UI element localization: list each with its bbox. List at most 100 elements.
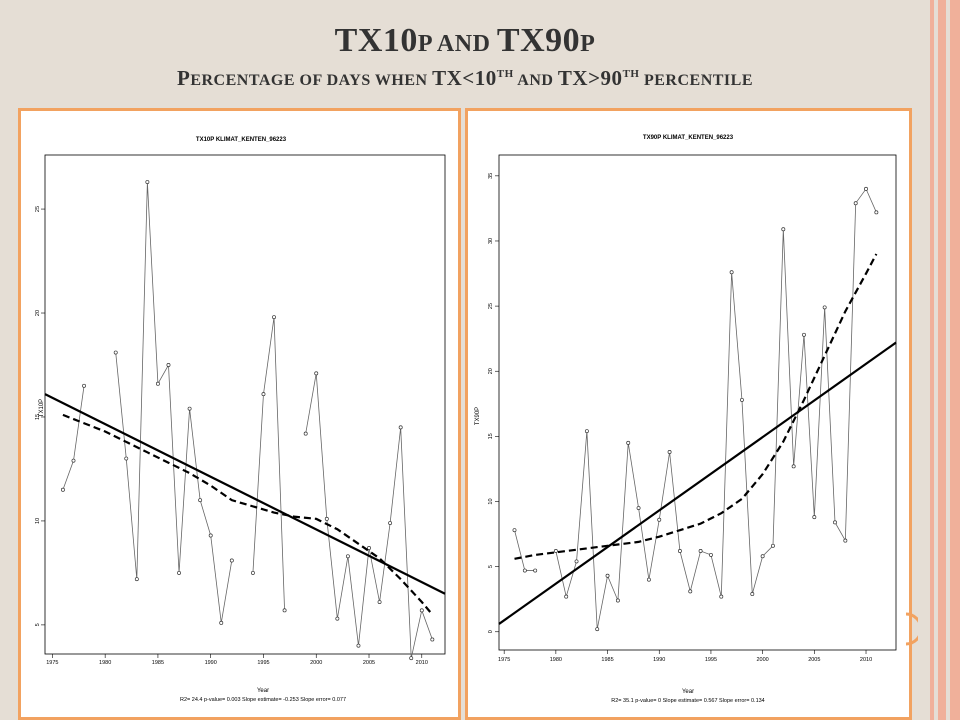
data-point (719, 594, 724, 599)
title-tx90: TX90 (496, 22, 581, 59)
subtitle-end: PERCENTILE (639, 72, 753, 89)
data-point (553, 549, 558, 553)
data-point (677, 549, 682, 553)
y-tick-label: 15 (35, 414, 41, 420)
y-tick-label: 35 (488, 173, 494, 179)
data-point (314, 371, 319, 376)
smooth-line (62, 413, 434, 616)
data-point (564, 594, 569, 599)
data-point (60, 487, 65, 492)
y-axis-label: TX10P (39, 399, 45, 417)
data-point (208, 533, 213, 538)
title-p2: P (580, 31, 596, 57)
data-point (155, 381, 160, 386)
data-point (272, 315, 276, 320)
data-point (740, 397, 744, 402)
y-tick-label: 5 (35, 623, 41, 626)
subtitle-th-2: TH (622, 68, 640, 80)
data-point (605, 573, 610, 578)
data-point (812, 515, 817, 520)
x-tick-label: 1985 (152, 660, 164, 666)
x-tick-label: 1990 (653, 657, 665, 663)
plot-frame (498, 154, 897, 651)
y-tick-label: 10 (488, 498, 494, 504)
data-point (595, 627, 600, 632)
data-point (198, 498, 203, 503)
edge-stripe-inner (950, 0, 960, 720)
data-point (430, 637, 435, 642)
data-point (791, 464, 796, 469)
y-tick-label: 25 (35, 206, 41, 212)
data-point (377, 600, 382, 604)
trend-line (498, 341, 897, 625)
chart-title: TX10P KLIMAT_KENTEN_96223 (196, 137, 287, 143)
data-point (512, 528, 517, 533)
data-point (71, 458, 76, 463)
data-point (760, 554, 765, 559)
data-point (771, 543, 775, 548)
data-point (802, 332, 806, 337)
subtitle-th-1: TH (496, 68, 514, 80)
data-point (657, 517, 662, 522)
x-tick-label: 1995 (257, 660, 269, 666)
data-point (113, 350, 118, 355)
chart-title: TX90P KLIMAT_KENTEN_96223 (643, 135, 734, 141)
data-point (698, 549, 703, 553)
data-point (345, 554, 350, 559)
data-point (615, 598, 620, 603)
series-line (62, 385, 85, 490)
title-p1: P (417, 31, 432, 57)
x-tick-label: 1990 (205, 660, 217, 666)
data-point (688, 589, 693, 594)
data-point (335, 616, 340, 621)
subtitle-and: AND (513, 72, 558, 89)
data-point (667, 450, 672, 454)
series-line (305, 373, 433, 659)
data-point (229, 558, 234, 563)
x-tick-label: 1985 (601, 657, 613, 663)
series-line (115, 182, 233, 623)
chart-panel-tx10p: TX10P KLIMAT_KENTEN_96223 Year TX10P R2=… (18, 108, 461, 720)
subtitle-tx-lt: TX<10 (432, 66, 497, 90)
data-point (388, 521, 393, 525)
data-point (177, 570, 181, 575)
y-tick-label: 0 (488, 630, 494, 633)
x-axis-label: Year (257, 688, 269, 694)
edge-stripe-outer (930, 0, 934, 720)
series-line (252, 317, 285, 611)
data-point (398, 425, 403, 430)
x-tick-label: 2010 (416, 660, 428, 666)
data-point (626, 440, 631, 445)
slide-subtitle: PERCENTAGE OF DAYS WHEN TX<10TH AND TX>9… (0, 66, 930, 91)
stats-line: R2= 35.1 p-value= 0 Slope estimate= 0.56… (611, 698, 765, 704)
decorative-arc (905, 612, 918, 646)
x-tick-label: 2000 (310, 660, 322, 666)
data-point (124, 456, 129, 461)
data-point (843, 538, 848, 543)
y-tick-label: 20 (488, 368, 494, 374)
y-tick-label: 10 (35, 518, 41, 524)
x-tick-label: 1995 (705, 657, 717, 663)
smooth-line (514, 253, 878, 560)
data-point (82, 383, 87, 388)
data-point (303, 431, 308, 436)
data-point (708, 552, 713, 557)
chart-tx10p: TX10P KLIMAT_KENTEN_96223 Year TX10P R2=… (35, 137, 446, 703)
y-tick-label: 15 (488, 433, 494, 439)
data-point (874, 210, 879, 215)
stats-line: R2= 24.4 p-value= 0.003 Slope estimate= … (180, 697, 346, 703)
data-point (261, 392, 266, 397)
data-point (584, 429, 589, 434)
data-point (822, 305, 827, 310)
y-tick-label: 25 (488, 303, 494, 309)
data-point (833, 520, 837, 525)
data-point (750, 592, 755, 596)
data-point (533, 568, 538, 573)
slide-title: TX10P AND TX90P (0, 22, 930, 60)
x-tick-label: 2005 (808, 657, 820, 663)
data-point (419, 608, 424, 613)
data-point (250, 570, 255, 575)
data-point (134, 577, 139, 582)
x-tick-label: 1975 (498, 657, 510, 663)
x-tick-label: 2005 (363, 660, 375, 666)
